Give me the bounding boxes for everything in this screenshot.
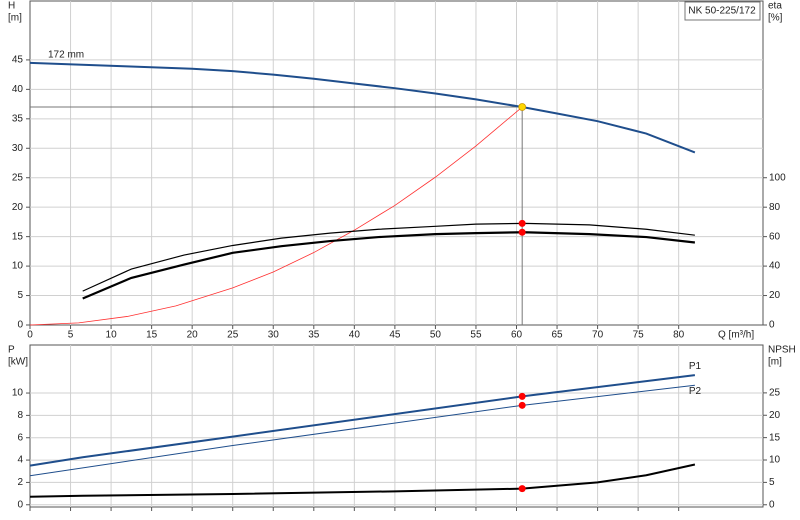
x-tick-label: 10 (106, 330, 118, 341)
duty-point (518, 485, 526, 493)
model-box (684, 1, 761, 21)
curve (29, 384, 695, 477)
y-tick-label: 20 (12, 202, 24, 213)
x-tick-label: 60 (511, 330, 523, 341)
y-tick-label: 10 (12, 388, 24, 399)
y-tick-label: 15 (12, 231, 24, 242)
series-label: P2 (689, 386, 702, 397)
y-axis-label: P (8, 345, 15, 356)
x-tick-label: 55 (470, 330, 482, 341)
y2-tick-label: 20 (769, 410, 781, 421)
y-axis-unit: [kW] (8, 357, 28, 368)
y2-tick-label: 80 (769, 202, 781, 213)
y2-tick-label: 0 (769, 499, 775, 510)
y-tick-label: 40 (12, 84, 24, 95)
y2-axis-unit: [m] (768, 357, 782, 368)
y2-tick-label: 0 (769, 320, 775, 331)
y-tick-label: 4 (17, 455, 23, 466)
y-tick-label: 0 (17, 320, 23, 331)
y-tick-label: 45 (12, 55, 24, 66)
y-tick-label: 0 (17, 499, 23, 510)
y2-tick-label: 15 (769, 432, 781, 443)
plot-frame (29, 344, 764, 508)
y-tick-label: 2 (17, 477, 23, 488)
curve (29, 463, 696, 498)
x-tick-label: 65 (551, 330, 563, 341)
plot-frame (29, 0, 764, 326)
y2-tick-label: 25 (769, 388, 781, 399)
series-label: 172 mm (48, 49, 84, 60)
y-tick-label: 6 (17, 432, 23, 443)
x-tick-label: 5 (68, 330, 74, 341)
y2-axis-unit: [%] (768, 13, 783, 24)
curve (29, 374, 696, 467)
x-tick-label: 25 (227, 330, 239, 341)
y2-tick-label: 10 (769, 455, 781, 466)
x-tick-label: 15 (146, 330, 158, 341)
series-label: P1 (689, 361, 702, 372)
y-tick-label: 8 (17, 410, 23, 421)
x-tick-label: 70 (592, 330, 604, 341)
x-tick-label: 30 (268, 330, 280, 341)
x-tick-label: 20 (187, 330, 199, 341)
x-axis-label: Q [m³/h] (718, 330, 754, 341)
duty-point (518, 219, 526, 227)
duty-point (518, 401, 526, 409)
x-tick-label: 50 (430, 330, 442, 341)
y-tick-label: 30 (12, 143, 24, 154)
y2-tick-label: 5 (769, 477, 775, 488)
curve (29, 106, 523, 326)
curve (82, 222, 695, 292)
duty-point (518, 228, 526, 236)
curve (29, 61, 696, 154)
x-tick-label: 40 (349, 330, 361, 341)
y2-tick-label: 20 (769, 290, 781, 301)
x-tick-label: 35 (308, 330, 320, 341)
y-axis-unit: [m] (8, 13, 22, 24)
y2-tick-label: 60 (769, 231, 781, 242)
x-tick-label: 80 (673, 330, 685, 341)
y2-tick-label: 100 (769, 172, 786, 183)
curve (82, 231, 696, 300)
y2-axis-label: eta (768, 1, 782, 12)
y-tick-label: 25 (12, 172, 24, 183)
model-label: NK 50-225/172 (688, 6, 756, 17)
duty-point (518, 392, 526, 400)
y-tick-label: 5 (17, 290, 23, 301)
x-tick-label: 45 (389, 330, 401, 341)
duty-point (518, 103, 527, 111)
x-tick-label: 75 (633, 330, 645, 341)
x-tick-label: 0 (27, 330, 33, 341)
y2-axis-label: NPSH (768, 345, 796, 356)
y-tick-label: 35 (12, 113, 24, 124)
y-axis-label: H (8, 1, 15, 12)
y-tick-label: 10 (12, 261, 24, 272)
y2-tick-label: 40 (769, 261, 781, 272)
